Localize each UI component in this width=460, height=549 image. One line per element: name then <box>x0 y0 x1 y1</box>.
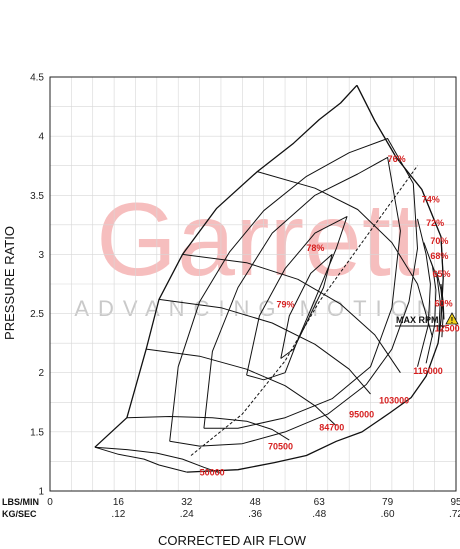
max-rpm-marker: MAX RPM ! <box>395 312 459 327</box>
map-annotation: 72% <box>426 218 444 228</box>
map-annotation: 78% <box>306 243 324 253</box>
warning-icon <box>445 312 459 325</box>
y-tick-label: 4.5 <box>30 73 44 84</box>
map-lines <box>94 84 445 474</box>
speed-line-84700 <box>146 348 337 427</box>
map-annotation: 60% <box>435 298 453 308</box>
y-tick-label: 4 <box>38 132 44 143</box>
map-annotation: 125000 <box>435 323 460 333</box>
x-axis-ticks: 0 16.12 32.24 48.36 63.48 79.60 95.72 <box>47 497 460 520</box>
map-labels: 76% 74% 72% 70% 68% 65% 60% 78% 79% 125000 116000 1… <box>200 154 460 477</box>
x-tick-label-kg: .60 <box>381 509 395 520</box>
efficiency-island-78pct <box>246 216 348 381</box>
x-tick-label-lbs: 95 <box>450 497 460 508</box>
watermark-brand: Garrett <box>96 182 420 298</box>
max-rpm-label: MAX RPM <box>396 315 439 325</box>
surge-line <box>94 84 358 448</box>
efficiency-island-74pct <box>169 138 418 447</box>
speed-line-103000 <box>182 253 401 373</box>
map-annotation: 79% <box>277 300 295 310</box>
x-tick-label-lbs: 0 <box>47 497 53 508</box>
y-tick-label: 2 <box>38 368 44 379</box>
operating-line <box>190 165 418 456</box>
y-tick-label: 3 <box>38 250 44 261</box>
x-tick-label-lbs: 32 <box>181 497 193 508</box>
efficiency-contour-68pct <box>429 260 441 332</box>
efficiency-contour-70pct <box>423 242 437 364</box>
map-annotation: 68% <box>430 251 448 261</box>
envelope-left <box>94 446 187 473</box>
y-tick-label: 2.5 <box>30 309 44 320</box>
map-annotation: 76% <box>388 154 406 164</box>
watermark-tagline: ADVANCING MOTION <box>74 296 441 321</box>
map-annotation: 70% <box>430 236 448 246</box>
x-tick-label-kg: .24 <box>180 509 194 520</box>
x-unit-lbs: LBS/MIN <box>2 497 39 507</box>
x-tick-label-lbs: 48 <box>250 497 262 508</box>
y-tick-label: 1.5 <box>30 427 44 438</box>
map-annotation: 84700 <box>319 423 344 433</box>
speed-line-125000 <box>356 85 444 279</box>
y-tick-label: 1 <box>38 487 44 498</box>
speed-line-70500 <box>126 416 290 441</box>
efficiency-contour-72pct <box>417 218 431 367</box>
efficiency-island-76pct <box>203 156 401 429</box>
map-annotation: 74% <box>422 194 440 204</box>
grid <box>50 77 456 491</box>
map-annotation: 50000 <box>200 468 225 478</box>
x-tick-label-kg: .48 <box>312 509 326 520</box>
efficiency-contour-65pct <box>436 272 444 338</box>
y-axis-title: PRESSURE RATIO <box>2 226 17 340</box>
y-tick-label: 3.5 <box>30 191 44 202</box>
x-axis-title: CORRECTED AIR FLOW <box>158 533 307 548</box>
map-annotation: 70500 <box>268 442 293 452</box>
x-tick-label-kg: .72 <box>449 509 460 520</box>
x-tick-label-lbs: 63 <box>314 497 326 508</box>
warning-icon-mark: ! <box>451 316 454 325</box>
watermark: Garrett ADVANCING MOTION <box>74 182 441 321</box>
speed-line-116000 <box>257 171 433 338</box>
x-tick-label-kg: .12 <box>111 509 125 520</box>
map-annotation: 65% <box>432 269 450 279</box>
plot-frame <box>49 76 457 492</box>
speed-line-95000 <box>158 298 371 395</box>
x-tick-label-lbs: 16 <box>113 497 125 508</box>
speed-line-50000 <box>94 446 222 474</box>
x-tick-label-kg: .36 <box>248 509 262 520</box>
efficiency-contour-60pct <box>440 283 445 320</box>
x-tick-label-lbs: 79 <box>382 497 394 508</box>
map-annotation: 116000 <box>413 366 443 376</box>
y-axis-ticks: 1 1.5 2 2.5 3 3.5 4 4.5 <box>30 73 44 498</box>
x-unit-kg: KG/SEC <box>2 509 37 519</box>
map-annotation: 95000 <box>349 410 374 420</box>
map-annotation: 103000 <box>379 395 409 405</box>
